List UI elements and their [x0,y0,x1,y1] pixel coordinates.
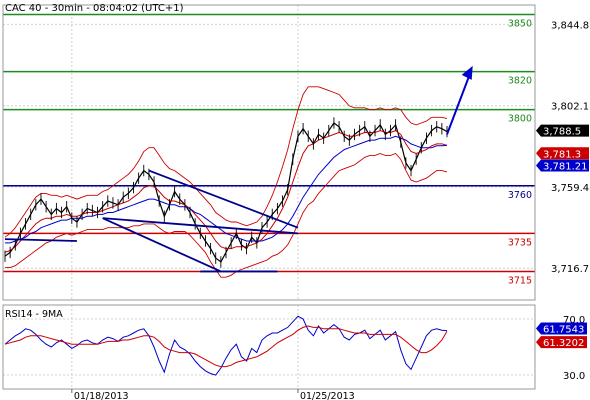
arrow-shaft [446,71,472,135]
x-date-label-0: 01/18/2013 [74,391,129,400]
rsi-title: RSI14 - 9MA [5,309,63,320]
main-ytick-label-0: 3,844.8 [551,20,589,31]
rsi-ma-line [4,325,448,368]
level-label-3850: 3850 [508,19,532,30]
rsi-tag-bg-1 [536,336,587,349]
rsi-ytick-label-1: 30.0 [563,371,585,382]
axes: 3,844.8 3,802.1 3,759.4 3,716.7 01/18/2013 01… [2,4,589,400]
price-tag-bg-1 [536,147,589,160]
rsi-series [4,315,448,376]
bollinger-bands [4,86,448,278]
price-series [4,117,448,268]
annotations [4,65,473,273]
price-tags: 3,788.5 3,781.33,781.21 61.7543 61.3202 [536,124,589,349]
arrow-head [461,65,473,80]
rsi-tag-0: 61.7543 [543,325,584,336]
level-label-3800: 3800 [508,114,532,125]
level-label-3820: 3820 [508,76,532,87]
rsi-frame [2,304,536,390]
main-ytick-label-1: 3,802.1 [551,102,589,113]
trendline-1 [148,169,299,229]
rsi-tag-1: 61.3202 [543,338,584,349]
price-tag-1: 3,781.3 [543,149,581,160]
level-label-3760: 3760 [508,190,532,201]
x-date-label-1: 01/25/2013 [300,391,355,400]
band-upper [4,86,448,238]
main-ytick-label-3: 3,716.7 [551,264,589,275]
trendline-3 [102,217,222,273]
price-tag-bg-2 [536,159,589,172]
level-label-3735: 3735 [508,237,532,248]
price-tag-2: 3,781.21 [543,161,588,172]
chart-title: CAC 40 - 30min - 08:04:02 (UTC+1) [5,3,184,14]
rsi-ytick-label-0: 70.0 [563,315,585,326]
main-ytick-label-2: 3,759.4 [551,183,589,194]
level-label-3715: 3715 [508,275,532,286]
trendline-0 [4,238,77,242]
rsi-grid [3,305,535,389]
main-frame [2,4,536,301]
trendline-2 [102,217,299,235]
band-lower [5,152,448,278]
ma-blue-line [5,135,448,244]
price-tag-bg-0 [536,124,589,137]
main-grid [3,5,535,300]
rsi-tag-bg-0 [536,322,587,335]
price-tag-0: 3,788.5 [543,127,581,138]
